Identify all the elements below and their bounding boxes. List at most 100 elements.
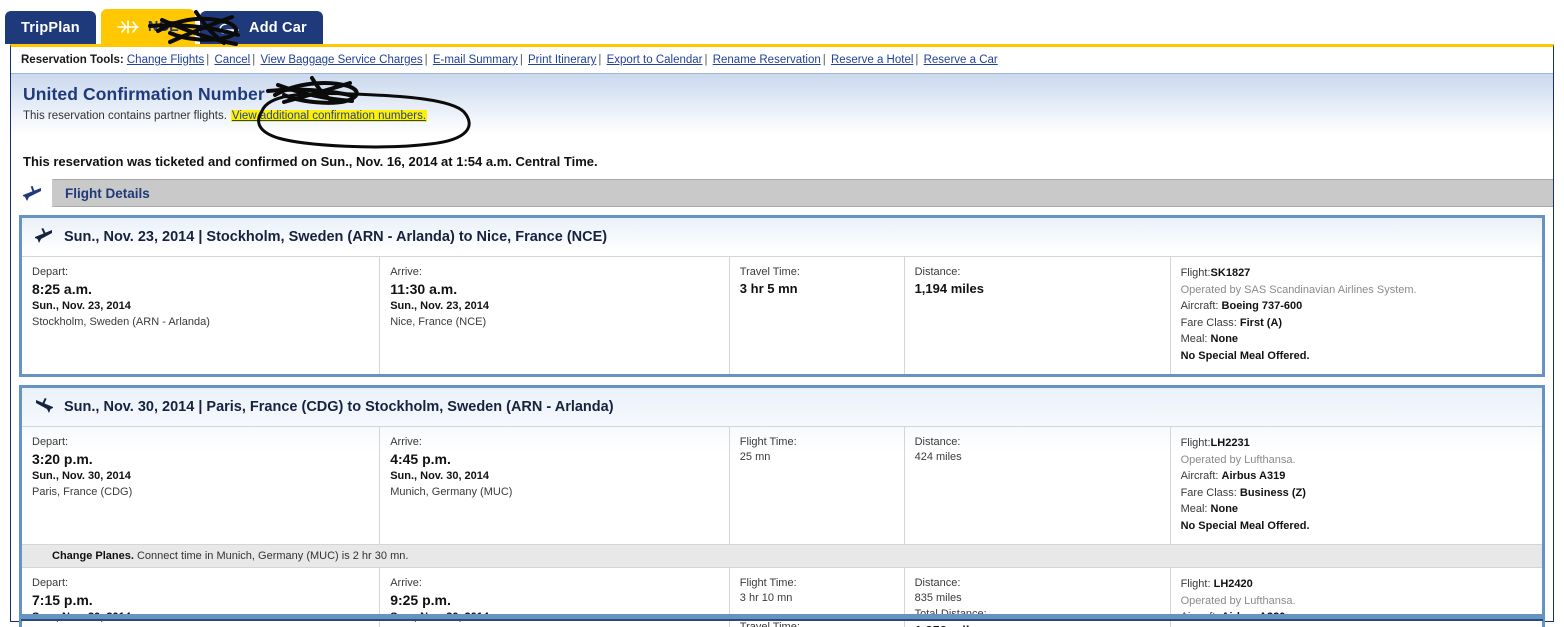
fare-class-label: Fare Class: bbox=[1180, 316, 1237, 329]
meal-label: Meal: bbox=[1180, 503, 1208, 515]
depart-label: Depart: bbox=[32, 266, 69, 278]
distance-value: 835 miles bbox=[914, 591, 962, 604]
fare-class-value: Business (Z) bbox=[1239, 486, 1306, 499]
meal-line: Meal: None bbox=[1181, 501, 1542, 518]
partner-note-text: This reservation contains partner flight… bbox=[23, 110, 227, 122]
arrive-place: Nice, France (NCE) bbox=[390, 315, 487, 328]
fare-class-line: Fare Class: Business (Z) bbox=[1181, 485, 1542, 502]
no-special-meal-text: No Special Meal Offered. bbox=[1180, 519, 1310, 532]
segment-arrive-cell: Arrive: 11:30 a.m. Sun., Nov. 23, 2014 Nice… bbox=[379, 256, 729, 374]
total-distance-value: 1,259 miles bbox=[915, 622, 1170, 627]
separator: | bbox=[252, 54, 256, 66]
confirmation-title-text: United Confirmation Number bbox=[23, 84, 265, 104]
flight-number: SK1827 bbox=[1210, 267, 1251, 279]
tab-add-car-label: Add Car bbox=[249, 19, 307, 36]
link-cancel[interactable]: Cancel bbox=[214, 54, 251, 66]
operated-by: Operated by Lufthansa. bbox=[1180, 594, 1296, 607]
flight-segment-row: Depart: 8:25 a.m. Sun., Nov. 23, 2014 Stock… bbox=[22, 256, 1542, 374]
aircraft-value: Boeing 737-600 bbox=[1221, 300, 1303, 312]
airplane-return-icon bbox=[34, 396, 54, 418]
flight-number-line: Flight:LH2231 bbox=[1181, 435, 1542, 452]
segment-time-cell: Travel Time: 3 hr 5 mn bbox=[728, 256, 904, 374]
travel-time-label: Travel Time: bbox=[739, 620, 800, 627]
link-reserve-a-hotel[interactable]: Reserve a Hotel bbox=[830, 54, 914, 66]
airplane-depart-icon bbox=[34, 226, 54, 248]
separator: | bbox=[519, 54, 523, 66]
arrive-date: Sun., Nov. 30, 2014 bbox=[390, 469, 490, 482]
aircraft-value: Airbus A319 bbox=[1221, 470, 1286, 482]
link-view-baggage-service-charges[interactable]: View Baggage Service Charges bbox=[260, 54, 423, 66]
depart-label: Depart: bbox=[32, 436, 69, 448]
flight-leg-heading-text: Sun., Nov. 23, 2014 | Stockholm, Sweden … bbox=[64, 229, 608, 245]
distance-label: Distance: bbox=[914, 266, 961, 278]
arrive-label: Arrive: bbox=[390, 577, 422, 589]
flight-number-line: Flight:SK1827 bbox=[1181, 265, 1542, 282]
link-email-summary[interactable]: E-mail Summary bbox=[432, 54, 518, 66]
tab-flight-nce-label: NCE bbox=[147, 18, 180, 35]
separator: | bbox=[598, 54, 602, 66]
separator: | bbox=[915, 54, 919, 66]
meal-label: Meal: bbox=[1180, 333, 1208, 345]
airplane-icon bbox=[117, 19, 139, 34]
link-print-itinerary[interactable]: Print Itinerary bbox=[528, 54, 597, 66]
link-reserve-a-car[interactable]: Reserve a Car bbox=[923, 54, 998, 66]
link-rename-reservation[interactable]: Rename Reservation bbox=[712, 54, 821, 66]
arrive-date: Sun., Nov. 23, 2014 bbox=[390, 299, 490, 312]
time-value: 25 mn bbox=[739, 450, 771, 463]
content-frame: Reservation Tools: Change Flights | Cance… bbox=[10, 44, 1554, 627]
depart-place: Stockholm, Sweden (ARN - Arlanda) bbox=[32, 315, 210, 328]
flight-leg: Sun., Nov. 23, 2014 | Stockholm, Sweden … bbox=[19, 215, 1545, 377]
arrive-time: 4:45 p.m. bbox=[390, 450, 451, 467]
separator: | bbox=[206, 54, 210, 66]
tab-tripplan-label: TripPlan bbox=[21, 19, 80, 36]
segment-flight-cell: Flight:SK1827 Operated by SAS Scandinavia… bbox=[1169, 256, 1542, 374]
change-planes-text: Connect time in Munich, Germany (MUC) is… bbox=[136, 550, 409, 562]
change-planes-notice: Change Planes. Connect time in Munich, G… bbox=[22, 544, 1542, 567]
separator: | bbox=[822, 54, 826, 66]
segment-time-cell: Flight Time: 25 mn bbox=[728, 426, 904, 544]
meal-line: Meal: None bbox=[1181, 331, 1542, 348]
time-label: Flight Time: bbox=[739, 577, 797, 589]
fare-class-line: Fare Class: First (A) bbox=[1181, 315, 1542, 332]
flight-label: Flight: bbox=[1180, 578, 1211, 590]
car-icon bbox=[216, 21, 240, 35]
segment-arrive-cell: Arrive: 4:45 p.m. Sun., Nov. 30, 2014 Munic… bbox=[379, 426, 729, 544]
meal-value: None bbox=[1210, 333, 1239, 345]
distance-value: 1,194 miles bbox=[914, 280, 984, 296]
depart-label: Depart: bbox=[32, 577, 69, 589]
distance-label: Distance: bbox=[914, 577, 961, 589]
reservation-tools-label: Reservation Tools: bbox=[21, 54, 124, 66]
link-view-additional-confirmation-numbers[interactable]: View additional confirmation numbers. bbox=[230, 110, 428, 122]
segment-depart-cell: Depart: 3:20 p.m. Sun., Nov. 30, 2014 Paris… bbox=[22, 426, 380, 544]
page-title: United Confirmation Number bbox=[23, 84, 1553, 105]
time-value: 3 hr 10 mn bbox=[739, 591, 793, 604]
depart-time: 3:20 p.m. bbox=[32, 450, 93, 467]
time-value: 3 hr 5 mn bbox=[739, 280, 798, 296]
arrive-place: Munich, Germany (MUC) bbox=[390, 485, 513, 498]
depart-place: Paris, France (CDG) bbox=[32, 485, 133, 498]
operated-by: Operated by SAS Scandinavian Airlines Sy… bbox=[1180, 283, 1417, 296]
distance-label: Distance: bbox=[914, 436, 961, 448]
change-planes-label: Change Planes. bbox=[52, 550, 134, 562]
flight-leg-heading: Sun., Nov. 23, 2014 | Stockholm, Sweden … bbox=[22, 218, 1542, 256]
tab-add-car[interactable]: Add Car bbox=[200, 11, 323, 44]
flight-number: LH2231 bbox=[1210, 437, 1250, 449]
segment-distance-cell: Distance: 424 miles bbox=[903, 426, 1170, 544]
segment-depart-cell: Depart: 8:25 a.m. Sun., Nov. 23, 2014 Stock… bbox=[22, 256, 380, 374]
link-change-flights[interactable]: Change Flights bbox=[126, 54, 205, 66]
arrive-time: 9:25 p.m. bbox=[390, 591, 451, 608]
reservation-tools-bar: Reservation Tools: Change Flights | Cance… bbox=[11, 47, 1553, 74]
tab-flight-nce[interactable]: NCE bbox=[100, 9, 196, 44]
distance-value: 424 miles bbox=[914, 450, 962, 463]
flight-leg-heading-text: Sun., Nov. 30, 2014 | Paris, France (CDG… bbox=[64, 399, 614, 415]
flight-details-title: Flight Details bbox=[65, 185, 150, 201]
flight-segment-row: Depart: 3:20 p.m. Sun., Nov. 30, 2014 Paris… bbox=[22, 426, 1542, 544]
tab-tripplan[interactable]: TripPlan bbox=[5, 11, 96, 44]
operated-by: Operated by Lufthansa. bbox=[1180, 453, 1296, 466]
bottom-rail bbox=[21, 614, 1543, 621]
arrive-time: 11:30 a.m. bbox=[390, 280, 458, 297]
segment-distance-cell: Distance: 1,194 miles bbox=[903, 256, 1170, 374]
itinerary-list: Sun., Nov. 23, 2014 | Stockholm, Sweden … bbox=[11, 215, 1553, 627]
link-export-to-calendar[interactable]: Export to Calendar bbox=[606, 54, 703, 66]
